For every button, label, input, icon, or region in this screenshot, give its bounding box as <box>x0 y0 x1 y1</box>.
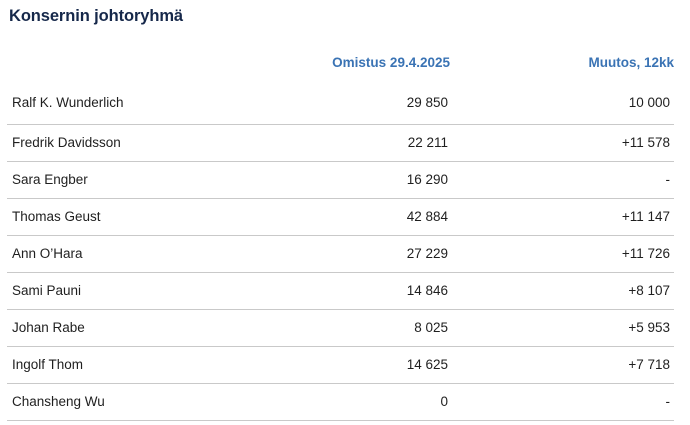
column-header-change: Muutos, 12kk <box>588 54 674 70</box>
change-value: +8 107 <box>453 272 674 310</box>
member-name: Ingolf Thom <box>7 346 252 384</box>
change-value: +11 147 <box>453 198 674 236</box>
change-value: 10 000 <box>453 82 674 125</box>
table-header-row: Omistus 29.4.2025 Muutos, 12kk <box>7 42 674 82</box>
table-body: Ralf K. Wunderlich 29 850 10 000 Fredrik… <box>7 82 674 421</box>
table-row: Ralf K. Wunderlich 29 850 10 000 <box>7 82 674 125</box>
member-name: Ralf K. Wunderlich <box>7 82 252 125</box>
ownership-value: 0 <box>252 383 453 421</box>
table-row: Fredrik Davidsson 22 211 +11 578 <box>7 124 674 162</box>
table-header: Omistus 29.4.2025 Muutos, 12kk <box>7 42 674 82</box>
change-value: +11 578 <box>453 124 674 162</box>
member-name: Chansheng Wu <box>7 383 252 421</box>
management-holdings-table: Omistus 29.4.2025 Muutos, 12kk Ralf K. W… <box>7 42 674 421</box>
column-header-name <box>7 42 252 82</box>
member-name: Johan Rabe <box>7 309 252 347</box>
member-name: Fredrik Davidsson <box>7 124 252 162</box>
member-name: Sara Engber <box>7 161 252 199</box>
member-name: Ann O’Hara <box>7 235 252 273</box>
ownership-value: 14 625 <box>252 346 453 384</box>
change-value: - <box>453 383 674 421</box>
change-value: +7 718 <box>453 346 674 384</box>
page-title: Konsernin johtoryhmä <box>9 7 184 25</box>
ownership-value: 42 884 <box>252 198 453 236</box>
table-row: Thomas Geust 42 884 +11 147 <box>7 198 674 236</box>
table-row: Sara Engber 16 290 - <box>7 161 674 199</box>
change-value: - <box>453 161 674 199</box>
ownership-value: 29 850 <box>252 82 453 125</box>
table-row: Sami Pauni 14 846 +8 107 <box>7 272 674 310</box>
table-row: Chansheng Wu 0 - <box>7 383 674 421</box>
ownership-value: 22 211 <box>252 124 453 162</box>
member-name: Thomas Geust <box>7 198 252 236</box>
ownership-value: 8 025 <box>252 309 453 347</box>
ownership-value: 14 846 <box>252 272 453 310</box>
member-name: Sami Pauni <box>7 272 252 310</box>
change-value: +11 726 <box>453 235 674 273</box>
ownership-value: 16 290 <box>252 161 453 199</box>
ownership-value: 27 229 <box>252 235 453 273</box>
table-row: Ingolf Thom 14 625 +7 718 <box>7 346 674 384</box>
change-value: +5 953 <box>453 309 674 347</box>
column-header-ownership: Omistus 29.4.2025 <box>332 54 450 70</box>
table-row: Johan Rabe 8 025 +5 953 <box>7 309 674 347</box>
table-row: Ann O’Hara 27 229 +11 726 <box>7 235 674 273</box>
